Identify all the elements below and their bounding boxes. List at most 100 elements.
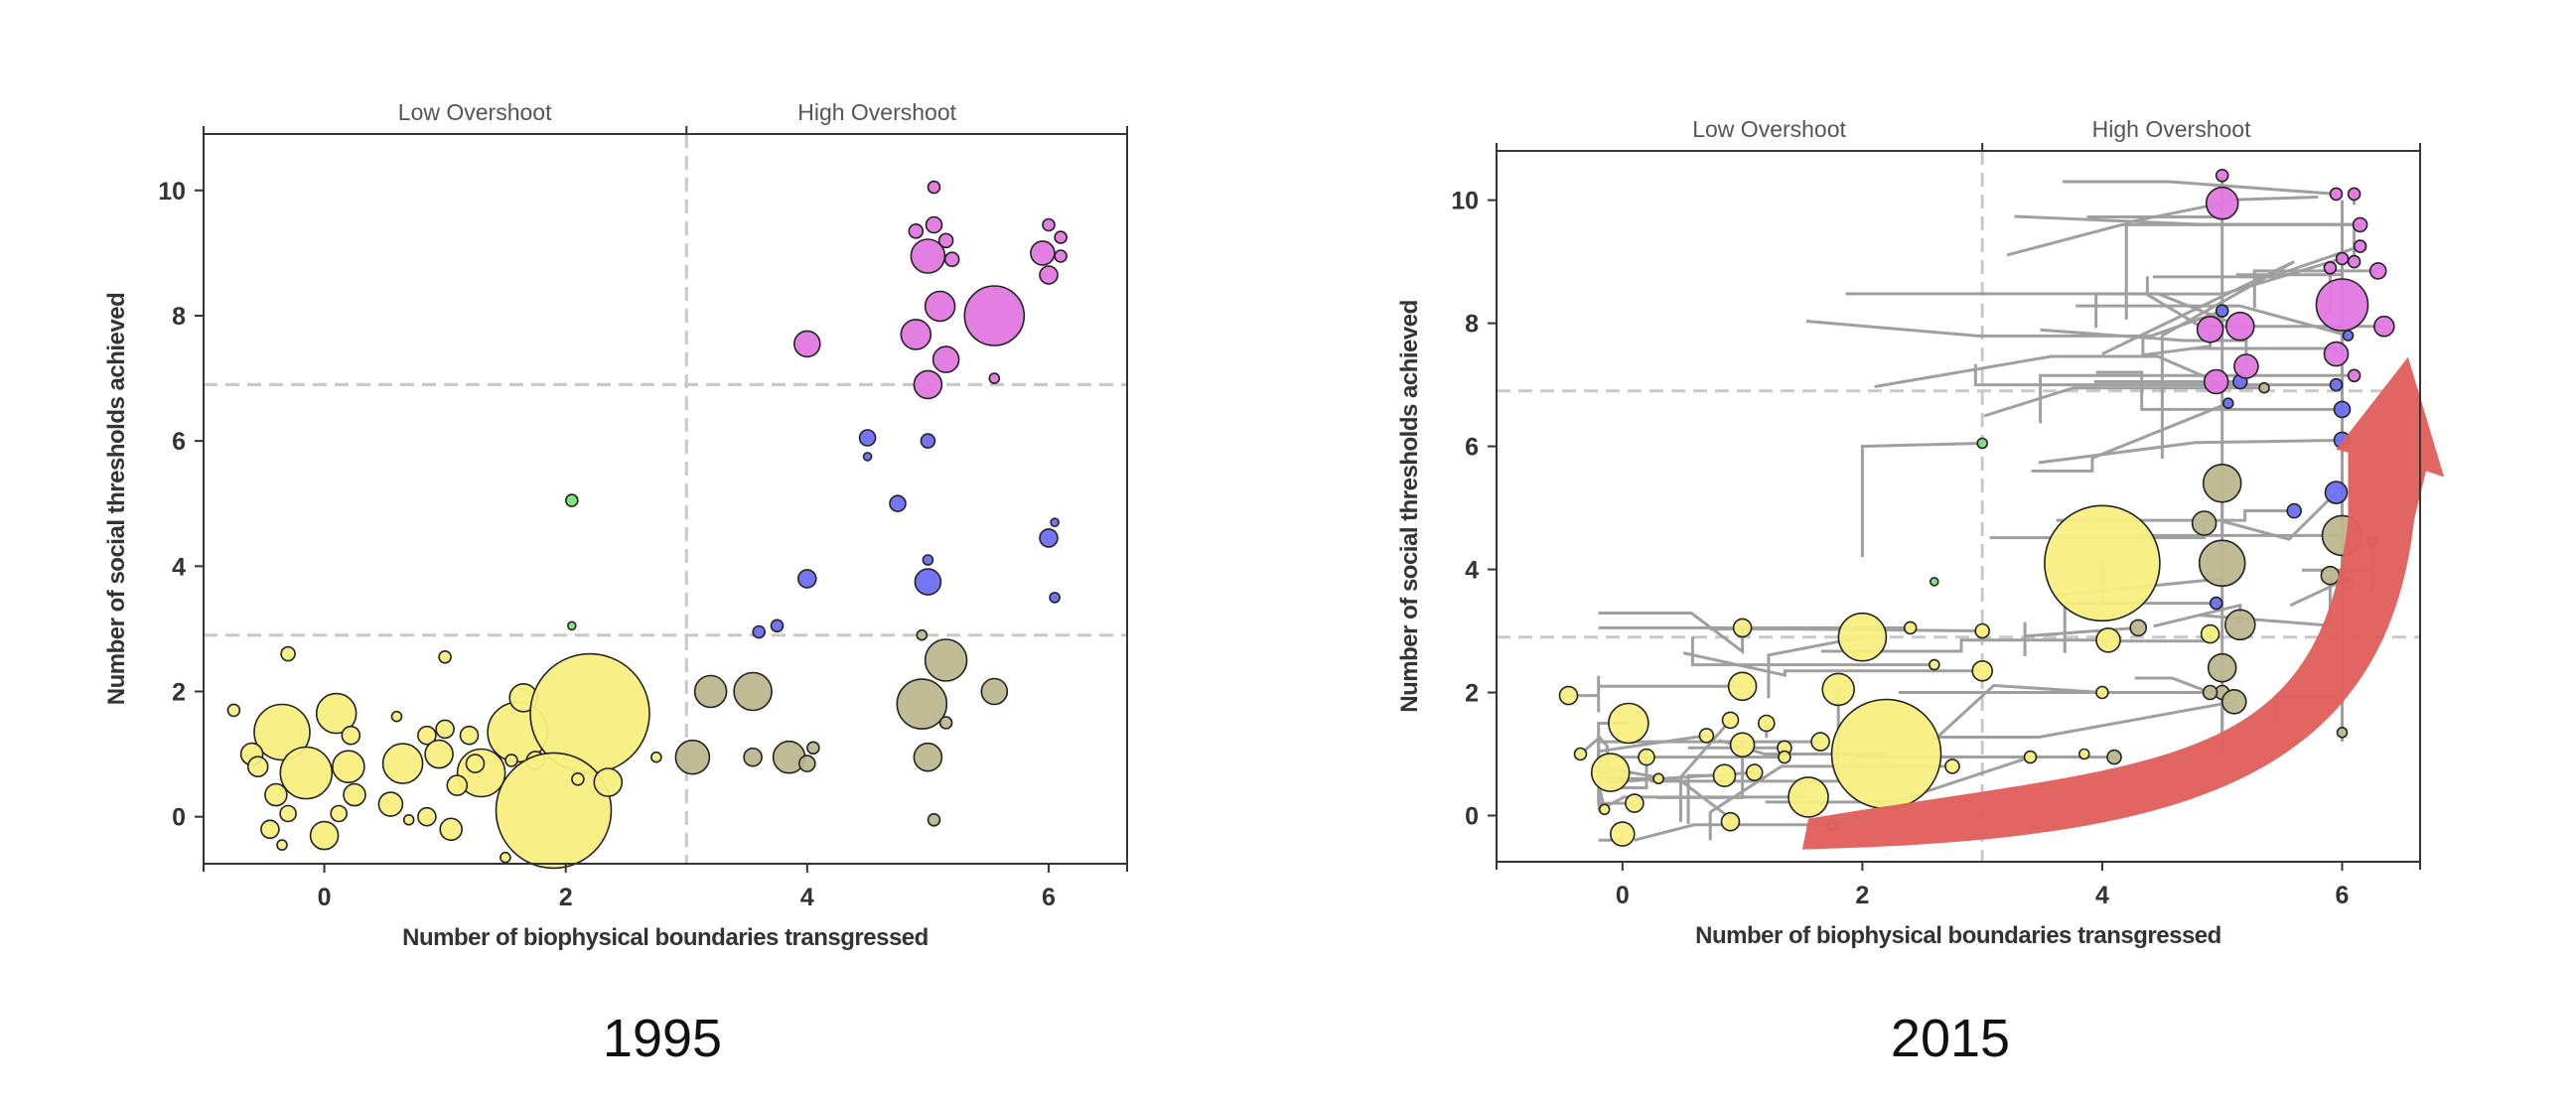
x-axis-label: Number of biophysical boundaries transgr… (402, 924, 929, 951)
trajectory-line (1767, 635, 1863, 699)
trajectory-line (1874, 354, 2218, 388)
data-point-yellow (390, 710, 403, 723)
data-point-yellow (2095, 685, 2109, 700)
region-label: Low Overshoot (1692, 116, 1846, 142)
data-point-magenta (1042, 217, 1056, 232)
data-point-yellow (593, 767, 624, 797)
data-point-yellow (1810, 732, 1830, 752)
trajectory-line (2134, 676, 2212, 694)
data-point-magenta (2323, 341, 2350, 367)
data-point-magenta (2347, 187, 2361, 202)
data-point-yellow (439, 817, 464, 842)
data-point-magenta (2215, 169, 2229, 183)
data-point-yellow (2095, 626, 2121, 653)
data-point-yellow (1727, 671, 1758, 702)
data-point-olive (2336, 726, 2349, 739)
data-point-green (566, 620, 577, 631)
data-point-blue (1039, 528, 1059, 548)
data-point-olive (2129, 619, 2148, 637)
data-point-yellow (504, 754, 518, 767)
data-point-yellow (1609, 821, 1636, 847)
data-point-blue (889, 494, 907, 513)
data-point-yellow (1573, 747, 1588, 761)
data-point-blue (922, 554, 934, 566)
data-point-yellow (1558, 685, 1579, 706)
y-tick-label: 6 (172, 428, 186, 456)
trajectory-line (1682, 651, 1983, 677)
data-point-blue (2333, 400, 2352, 419)
data-point-magenta (924, 290, 956, 323)
data-point-olive (743, 747, 763, 767)
data-point-magenta (2233, 353, 2259, 379)
y-tick-label: 0 (172, 804, 186, 832)
data-point-magenta (2329, 187, 2344, 202)
data-point-yellow (377, 791, 404, 817)
chart-panel-2015: 0 2 4 6 0 2 4 6 8 10 Low Overshoot High Overshoot Nu… (1288, 0, 2576, 1101)
data-point-magenta (2352, 216, 2368, 233)
data-point-yellow (435, 719, 455, 740)
data-point-magenta (1054, 249, 1068, 263)
data-point-yellow (343, 782, 366, 807)
scatter-chart-2015: 0 2 4 6 0 2 4 6 8 10 Low Overshoot High Overshoot Nu… (1396, 116, 2445, 949)
trajectory-line (1598, 612, 1745, 655)
data-point-magenta (900, 319, 932, 350)
data-point-magenta (913, 369, 943, 400)
data-point-olive (913, 742, 943, 772)
y-tick-label: 10 (158, 178, 186, 206)
trajectory-line (2094, 257, 2343, 329)
x-tick-label: 6 (2336, 882, 2350, 909)
data-point-olive (733, 671, 773, 712)
data-point-yellow (1821, 672, 1856, 707)
data-point-olive (693, 674, 728, 709)
data-point-magenta (2205, 186, 2239, 220)
data-point-olive (2202, 463, 2242, 503)
data-point-blue (2342, 330, 2355, 342)
data-point-yellow (495, 752, 613, 870)
data-point-yellow (1720, 811, 1741, 832)
data-point-yellow (650, 751, 662, 763)
y-tick-label: 2 (1465, 680, 1479, 708)
data-point-blue (914, 568, 942, 596)
trajectory-line (1805, 309, 2223, 338)
data-point-yellow (246, 756, 269, 778)
data-point-blue (862, 452, 873, 462)
trajectory-line (2038, 438, 2343, 465)
x-tick-label: 0 (1616, 882, 1630, 909)
data-point-yellow (279, 804, 297, 823)
data-point-yellow (1788, 776, 1829, 818)
data-point-magenta (2315, 278, 2369, 332)
data-point-olive (2258, 381, 2270, 394)
trajectory-line (2219, 491, 2338, 541)
data-point-yellow (500, 851, 511, 864)
data-point-olive (2198, 539, 2246, 588)
data-point-yellow (279, 746, 334, 800)
x-tick-label: 2 (1855, 882, 1869, 909)
data-point-yellow (381, 743, 424, 784)
data-point-green (1929, 577, 1939, 587)
data-point-blue (796, 569, 817, 589)
year-label-1995: 1995 (602, 1009, 723, 1068)
data-point-yellow (446, 774, 469, 796)
data-point-yellow (1598, 803, 1611, 816)
x-tick-label: 0 (318, 884, 332, 911)
data-point-magenta (1039, 265, 1059, 285)
trajectory-line (2006, 222, 2361, 257)
trajectory-line (2062, 180, 2337, 196)
data-point-yellow (1732, 618, 1753, 638)
data-point-yellow (1625, 793, 1645, 813)
data-point-magenta (988, 372, 1001, 384)
data-point-green (564, 493, 579, 507)
data-point-olive (797, 755, 816, 772)
data-point-blue (2215, 304, 2229, 319)
data-point-yellow (280, 645, 296, 662)
data-point-magenta (931, 345, 960, 373)
data-point-magenta (2335, 251, 2350, 266)
data-point-olive (2223, 609, 2256, 641)
y-axis-label: Number of social thresholds achieved (103, 293, 130, 705)
data-point-yellow (1712, 763, 1737, 788)
data-point-blue (920, 433, 936, 449)
data-point-yellow (459, 725, 480, 746)
data-points (226, 180, 1068, 870)
data-point-yellow (1903, 620, 1918, 635)
data-point-magenta (927, 180, 941, 195)
